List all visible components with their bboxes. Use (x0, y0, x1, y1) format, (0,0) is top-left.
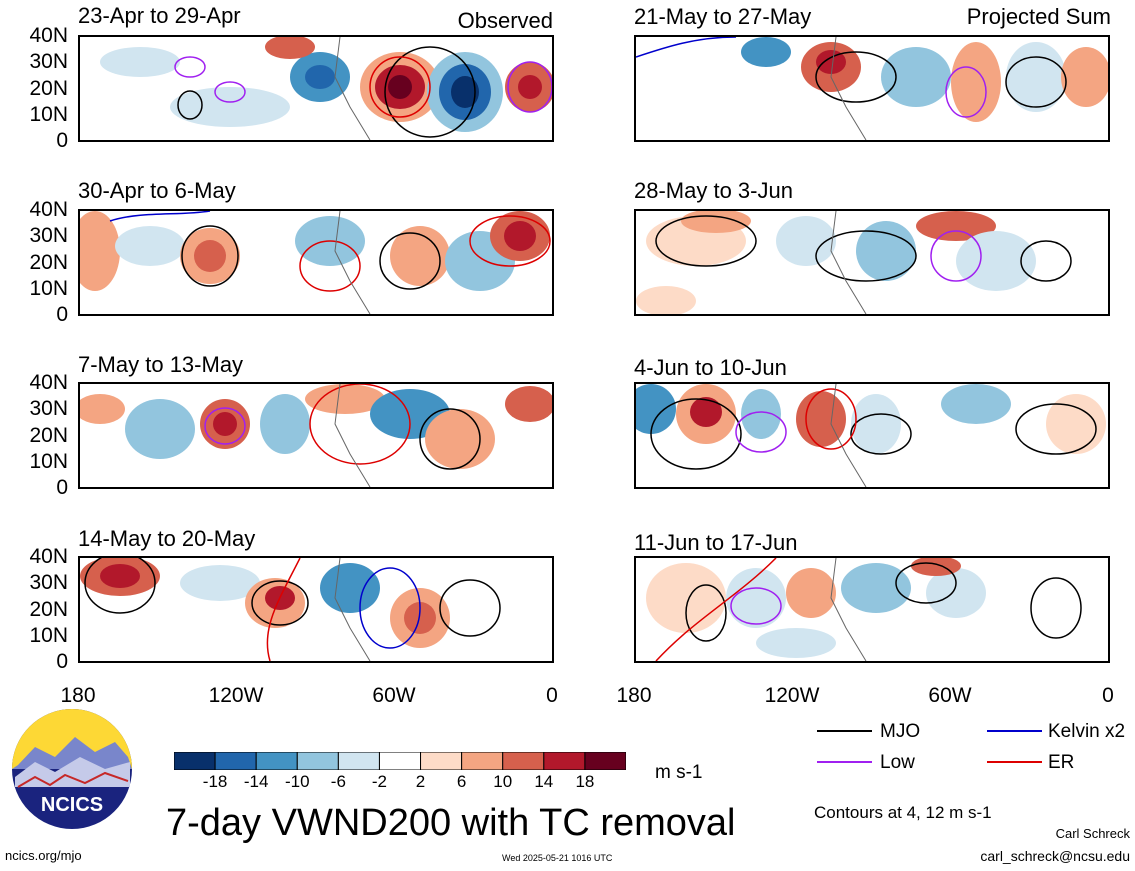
lat-label: 10N (29, 276, 68, 300)
colorbar-label: -18 (202, 772, 228, 791)
panel-title-right-3: 4-Jun to 10-Jun (634, 355, 787, 380)
lat-label: 40N (29, 198, 68, 221)
panel-title-left-1: 23-Apr to 29-Apr (78, 3, 241, 28)
lat-label: 30N (29, 571, 68, 595)
colorbar-swatch (420, 751, 463, 771)
author-email: carl_schreck@ncsu.edu (980, 848, 1130, 864)
lat-label: 0 (56, 476, 68, 499)
lon-label: 0 (1102, 684, 1114, 707)
map-panel-right-1 (634, 35, 1110, 142)
map-panel-right-2 (634, 209, 1110, 316)
observed-label: Observed (457, 8, 553, 33)
lon-label: 120W (208, 684, 264, 707)
colorbar-swatch (584, 751, 627, 771)
site-link[interactable]: ncics.org/mjo (5, 848, 82, 863)
colorbar-swatches (173, 751, 627, 771)
colorbar-swatch (461, 751, 504, 771)
panel-title-right-1: 21-May to 27-May (634, 4, 812, 29)
map-field-left-4 (80, 558, 552, 661)
map-panel-left-1 (78, 35, 554, 142)
colorbar-label: -14 (243, 772, 269, 791)
colorbar-swatch (337, 751, 380, 771)
lon-label: 60W (372, 684, 416, 707)
lat-label: 0 (56, 303, 68, 326)
logo-text: NCICS (41, 794, 103, 816)
map-panel-right-4 (634, 556, 1110, 663)
colorbar-label: 2 (415, 772, 426, 791)
contours-note: Contours at 4, 12 m s-1 (814, 803, 992, 822)
legend-mjo: MJO (880, 721, 921, 742)
colorbar-swatch (502, 751, 545, 771)
lat-label: 40N (29, 24, 68, 47)
panel-title-right-2: 28-May to 3-Jun (634, 178, 793, 203)
colorbar-label: 14 (534, 772, 554, 791)
lat-label: 30N (29, 224, 68, 248)
colorbar-swatch (214, 751, 257, 771)
legend-lines (817, 730, 1042, 763)
map-panel-left-2 (78, 209, 554, 316)
lat-label: 20N (29, 423, 68, 447)
colorbar-label: 18 (575, 772, 595, 791)
legend-low: Low (880, 752, 915, 773)
lon-label: 60W (928, 684, 972, 707)
panel-title-left-3: 7-May to 13-May (78, 352, 244, 377)
colorbar-swatch (255, 751, 298, 771)
lat-label: 10N (29, 623, 68, 647)
lon-label: 0 (546, 684, 558, 707)
lat-label: 0 (56, 129, 68, 152)
projected-sum-label: Projected Sum (966, 4, 1111, 29)
lon-label: 120W (764, 684, 820, 707)
colorbar-label: 10 (493, 772, 513, 791)
panel-title-left-4: 14-May to 20-May (78, 526, 256, 551)
lat-label: 30N (29, 397, 68, 421)
lat-label: 20N (29, 597, 68, 621)
lat-label: 10N (29, 102, 68, 126)
panel-title-right-4: 11-Jun to 17-Jun (634, 530, 798, 555)
colorbar-swatch (543, 751, 586, 771)
colorbar-label: -10 (284, 772, 310, 791)
colorbar (173, 751, 627, 771)
panel-title-left-2: 30-Apr to 6-May (78, 178, 236, 203)
colorbar-swatch (296, 751, 339, 771)
map-panel-left-3 (78, 382, 554, 489)
lat-label: 40N (29, 545, 68, 568)
map-field-right-1 (636, 37, 1108, 140)
lat-label: 40N (29, 371, 68, 394)
ncics-logo: NCICS (10, 707, 134, 831)
author-name: Carl Schreck (1055, 826, 1130, 841)
map-field-right-4 (636, 558, 1108, 661)
map-field-left-2 (80, 211, 552, 314)
lat-label: 30N (29, 50, 68, 74)
lon-label: 180 (616, 684, 652, 707)
colorbar-label: 6 (456, 772, 467, 791)
map-field-left-3 (80, 384, 552, 487)
colorbar-label: -6 (330, 772, 346, 791)
colorbar-swatch (173, 751, 216, 771)
map-panel-right-3 (634, 382, 1110, 489)
colorbar-label: -2 (371, 772, 388, 791)
lat-label: 10N (29, 449, 68, 473)
map-field-right-2 (636, 211, 1108, 314)
lon-label: 180 (60, 684, 96, 707)
lat-label: 0 (56, 650, 68, 673)
lat-label: 20N (29, 250, 68, 274)
lat-label: 20N (29, 76, 68, 100)
colorbar-units: m s-1 (655, 762, 703, 783)
timestamp: Wed 2025-05-21 1016 UTC (502, 853, 613, 863)
colorbar-swatch (378, 751, 422, 771)
map-panel-left-4 (78, 556, 554, 663)
main-title: 7-day VWND200 with TC removal (166, 802, 736, 844)
legend-er: ER (1048, 752, 1075, 773)
legend-kelvin: Kelvin x2 (1048, 721, 1126, 742)
map-field-right-3 (636, 384, 1108, 487)
map-field-left-1 (80, 37, 552, 140)
